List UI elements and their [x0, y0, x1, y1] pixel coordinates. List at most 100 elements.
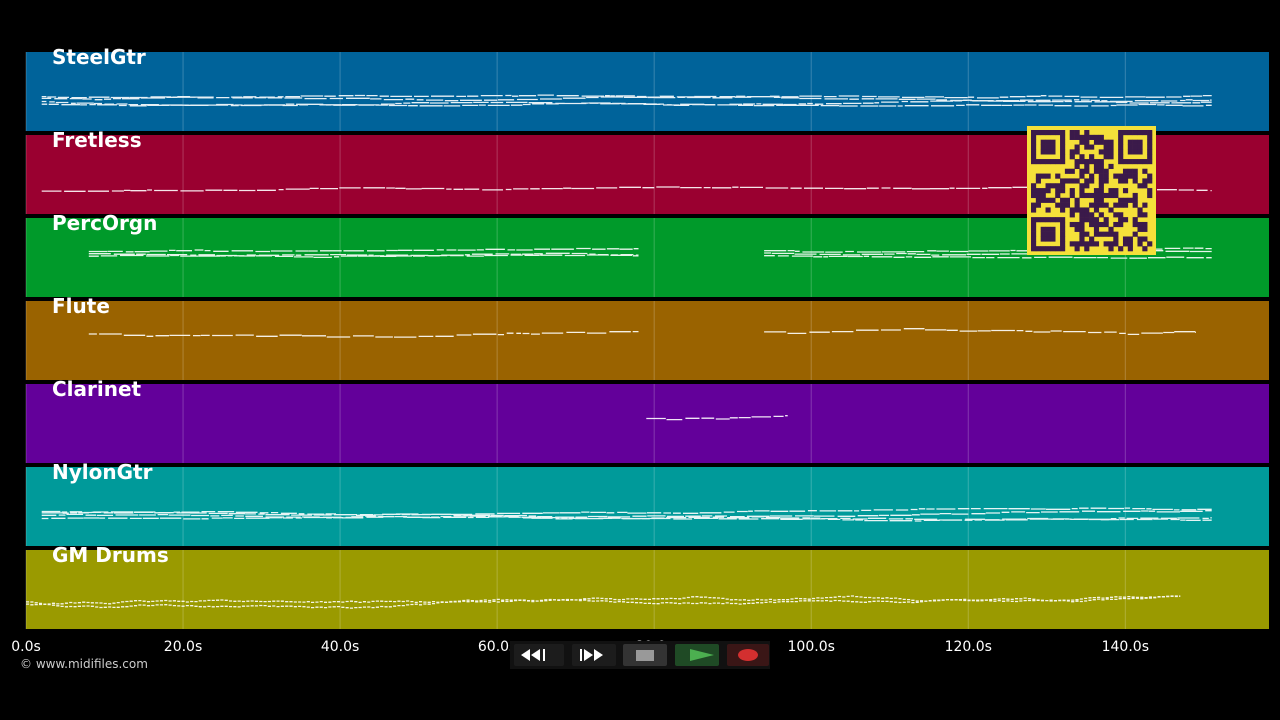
qr-cell: [1098, 183, 1104, 189]
qr-cell: [1055, 183, 1061, 189]
qr-cell: [1045, 188, 1051, 194]
qr-cell: [1089, 212, 1095, 218]
qr-cell: [1069, 149, 1075, 155]
qr-cell: [1103, 173, 1109, 179]
qr-cell: [1084, 241, 1090, 247]
qr-cell: [1118, 134, 1124, 140]
qr-cell: [1093, 207, 1100, 213]
qr-cell: [1108, 163, 1114, 170]
track-panel: [26, 384, 1269, 463]
qr-cell: [1045, 246, 1051, 252]
qr-cell: [1079, 207, 1085, 213]
qr-cell: [1132, 197, 1138, 203]
forward-button[interactable]: [572, 644, 616, 666]
qr-cell: [1108, 149, 1114, 155]
qr-cell: [1122, 178, 1129, 184]
qr-cell: [1074, 226, 1080, 232]
play-button[interactable]: [675, 644, 719, 666]
qr-cell: [1069, 207, 1075, 213]
qr-cell: [1074, 134, 1080, 140]
x-tick-label: 100.0s: [788, 639, 835, 655]
qr-cell: [1074, 207, 1080, 213]
record-icon: [738, 649, 758, 661]
qr-cell: [1108, 188, 1114, 194]
qr-cell: [1118, 149, 1124, 155]
qr-cell: [1035, 192, 1041, 199]
qr-cell: [1079, 183, 1085, 189]
qr-cell: [1069, 188, 1075, 194]
qr-cell: [1108, 226, 1114, 232]
qr-cell: [1118, 173, 1124, 179]
qr-cell: [1127, 241, 1133, 247]
qr-cell: [1035, 178, 1041, 184]
qr-cell: [1137, 221, 1143, 228]
qr-cell: [1089, 159, 1095, 165]
qr-cell: [1103, 221, 1109, 228]
qr-cell: [1103, 139, 1109, 145]
rewind-button[interactable]: [514, 644, 564, 666]
qr-cell: [1103, 154, 1109, 160]
record-button[interactable]: [727, 644, 769, 666]
qr-cell: [1118, 197, 1124, 203]
qr-cell: [1089, 192, 1095, 199]
qr-cell: [1031, 231, 1037, 237]
qr-cell: [1132, 173, 1138, 179]
qr-cell: [1098, 231, 1104, 237]
qr-cell: [1079, 212, 1085, 218]
qr-cell: [1098, 173, 1104, 179]
qr-cell: [1093, 139, 1100, 145]
qr-cell: [1118, 246, 1124, 252]
note-stream: [646, 415, 788, 421]
qr-cell: [1089, 178, 1095, 184]
qr-cell: [1060, 231, 1066, 237]
qr-cell: [1060, 134, 1066, 140]
qr-cell: [1084, 178, 1090, 184]
qr-cell: [1103, 144, 1109, 150]
qr-cell: [1098, 221, 1104, 228]
qr-cell: [1060, 183, 1066, 189]
qr-cell: [1098, 163, 1104, 170]
qr-cell: [1079, 221, 1085, 228]
qr-cell: [1045, 130, 1051, 136]
qr-cell: [1060, 236, 1066, 242]
qr-cell: [1040, 236, 1046, 242]
qr-cell: [1098, 212, 1104, 218]
qr-cell: [1064, 168, 1071, 174]
qr-cell: [1079, 168, 1085, 174]
qr-cell: [1045, 173, 1051, 179]
qr-cell: [1074, 246, 1080, 252]
track-name: NylonGtr: [52, 460, 153, 484]
qr-cell: [1147, 149, 1153, 155]
qr-cell: [1147, 178, 1153, 184]
qr-cell: [1079, 154, 1085, 160]
stop-button[interactable]: [623, 644, 667, 666]
qr-cell: [1122, 197, 1129, 203]
qr-cell: [1079, 173, 1085, 179]
qr-cell: [1142, 246, 1148, 252]
qr-cell: [1045, 217, 1051, 223]
qr-cell: [1098, 197, 1104, 203]
qr-cell: [1084, 144, 1090, 150]
qr-cell: [1093, 226, 1100, 232]
qr-cell: [1064, 202, 1071, 208]
qr-cell: [1118, 178, 1124, 184]
qr-cell: [1098, 168, 1104, 174]
qr-cell: [1118, 159, 1124, 165]
qr-cell: [1132, 149, 1138, 155]
qr-cell: [1122, 217, 1129, 223]
qr-cell: [1118, 130, 1124, 136]
qr-cell: [1031, 207, 1037, 213]
track-panel: [26, 52, 1269, 131]
qr-cell: [1055, 173, 1061, 179]
qr-cell: [1142, 212, 1148, 218]
qr-cell: [1079, 217, 1085, 223]
qr-cell: [1055, 217, 1061, 223]
qr-cell: [1089, 236, 1095, 242]
qr-cell: [1035, 188, 1041, 194]
qr-cell: [1069, 212, 1075, 218]
qr-cell: [1074, 149, 1080, 155]
qr-cell: [1127, 197, 1133, 203]
track-panel: [26, 301, 1269, 380]
x-tick-label: 0.0s: [11, 639, 41, 655]
qr-cell: [1031, 246, 1037, 252]
